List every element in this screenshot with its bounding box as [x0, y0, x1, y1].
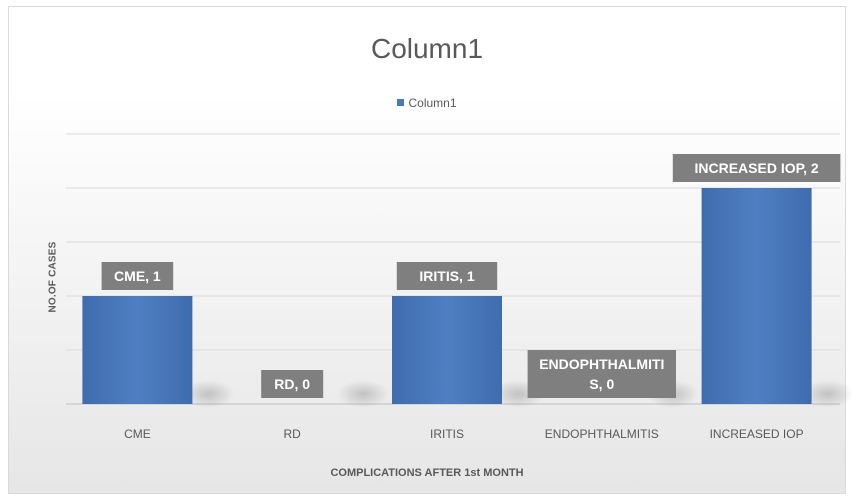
legend-entry: Column1 — [408, 95, 457, 110]
x-axis-label: COMPLICATIONS AFTER 1st MONTH — [330, 467, 524, 479]
bar — [701, 188, 812, 404]
legend: Column1 — [9, 95, 845, 110]
x-tick-label: RD — [284, 427, 302, 441]
legend-swatch — [397, 99, 405, 107]
data-label: S, 0 — [589, 376, 614, 392]
bar-shadow — [801, 380, 854, 408]
x-tick-label: INCREASED IOP — [710, 427, 804, 441]
bar — [392, 296, 502, 404]
chart-title: Column1 — [370, 33, 484, 64]
data-label: IRITIS, 1 — [419, 268, 474, 284]
data-label: ENDOPHTHALMITI — [539, 356, 664, 372]
data-label-box — [527, 350, 676, 398]
x-tick-label: IRITIS — [430, 427, 464, 441]
bar-shadow — [182, 380, 235, 408]
data-label: RD, 0 — [274, 376, 310, 392]
data-label-box — [101, 262, 174, 290]
x-tick-label: CME — [124, 427, 151, 441]
data-label: INCREASED IOP, 2 — [694, 160, 818, 176]
bar-shadow — [337, 380, 390, 408]
data-label-box — [261, 370, 324, 398]
x-tick-label: ENDOPHTHALMITIS — [545, 427, 659, 441]
data-label-box — [672, 154, 841, 182]
bar — [82, 296, 193, 404]
data-label-box — [396, 262, 498, 290]
data-label: CME, 1 — [114, 268, 161, 284]
